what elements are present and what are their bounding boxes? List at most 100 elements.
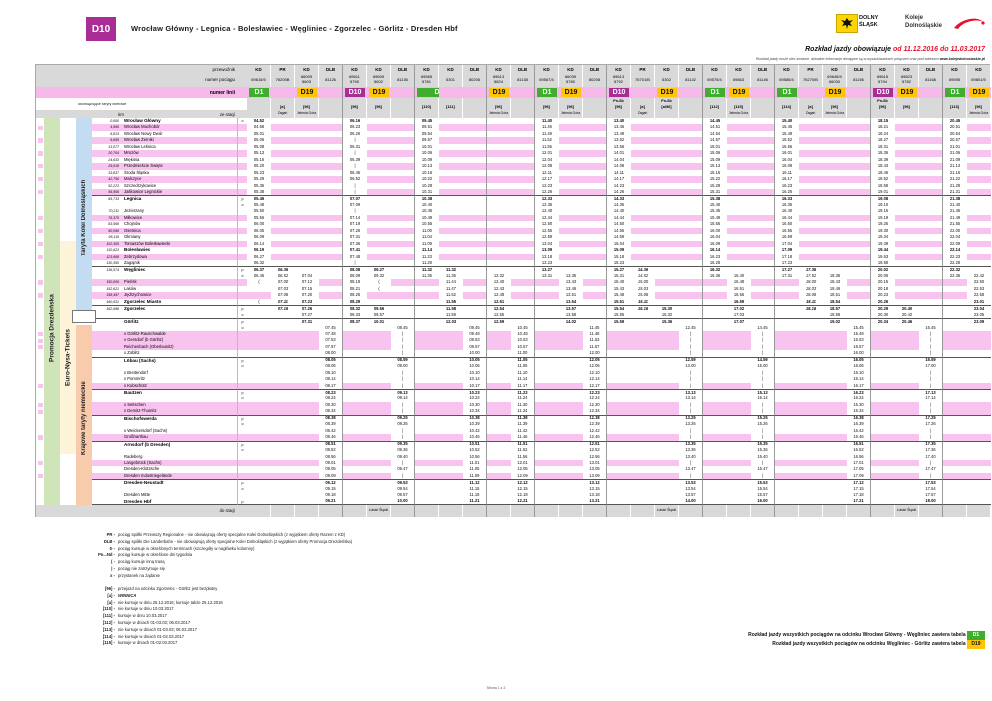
band-euronysa (60, 434, 76, 441)
time-cell (799, 163, 823, 170)
legend-item: [96] - przejazd na odcinku Zgorzelec - Gö… (85, 586, 223, 593)
time-cell (751, 279, 775, 286)
time-cell: 05.50 (247, 208, 271, 215)
time-cell (799, 227, 823, 235)
time-cell (271, 176, 295, 183)
time-cell (799, 498, 823, 506)
time-cell (271, 460, 295, 467)
time-cell (727, 363, 751, 370)
time-cell (679, 150, 703, 157)
time-cell (271, 163, 295, 170)
km-cell (92, 401, 121, 409)
time-cell: 05.23 (247, 169, 271, 177)
time-cell (367, 369, 391, 377)
time-cell (511, 169, 535, 177)
time-cell (775, 479, 799, 486)
time-cell: 13.54 (559, 298, 583, 306)
margin-mark (36, 383, 44, 389)
time-cell (559, 137, 583, 144)
time-cell: 16.17 (847, 382, 871, 390)
time-cell (895, 421, 919, 428)
time-cell (895, 343, 919, 351)
time-cell: 10.45 (415, 208, 439, 215)
time-cell (295, 376, 319, 383)
header-cell (247, 505, 271, 518)
time-cell: 09.45 (415, 118, 439, 125)
time-cell (823, 492, 847, 499)
legend-symbol: [96] - (104, 586, 115, 591)
arr-dep-marker (237, 460, 247, 467)
time-cell: 08.29 (343, 298, 367, 306)
header-cell: KD (343, 65, 367, 73)
time-cell (655, 214, 679, 222)
time-cell: 10.52 (463, 447, 487, 454)
time-cell: 08.32 (343, 305, 367, 312)
time-cell (535, 318, 559, 325)
time-cell: | (343, 259, 367, 267)
time-cell: 15.52 (775, 137, 799, 144)
time-cell: 12.50 (535, 221, 559, 228)
time-cell: 08.17 (319, 382, 343, 390)
time-cell (559, 124, 583, 131)
arr-dep-marker (237, 150, 247, 157)
time-cell: 16.55 (775, 227, 799, 235)
time-cell: 08.42 (319, 427, 343, 435)
time-cell: 15.40 (607, 279, 631, 286)
header-cell (391, 103, 415, 110)
time-cell: 14.35 (607, 201, 631, 209)
header-cell: Pn-Sb (871, 98, 895, 103)
header-cell (895, 98, 919, 103)
header-cell: Jelenia Góra (487, 110, 511, 118)
station-name: Langebrück (Sachs) (121, 460, 237, 467)
time-cell: 11.05 (463, 466, 487, 473)
time-cell (943, 382, 967, 390)
time-cell (295, 195, 319, 202)
time-cell (247, 466, 271, 473)
time-cell (343, 460, 367, 467)
time-cell: ( (367, 285, 391, 293)
time-cell (823, 176, 847, 183)
time-cell: 10.06 (415, 150, 439, 157)
time-cell (487, 350, 511, 357)
station-name: Wrocław Główny (121, 118, 237, 125)
station-row: o 07.45 08.45 09.45 10.45 11.45 12.45 14.45 15.4… (36, 324, 991, 331)
band-promocja (44, 311, 60, 319)
time-cell: 10.38 (463, 414, 487, 422)
time-cell (631, 389, 655, 396)
time-cell (847, 259, 871, 267)
time-cell (679, 285, 703, 293)
band-promocja (44, 343, 60, 351)
time-cell: 10.30 (463, 401, 487, 409)
band-taryfa (76, 234, 92, 241)
legend-symbol: [112] - (102, 619, 115, 625)
time-cell (367, 156, 391, 164)
time-cell (295, 240, 319, 248)
time-cell: 12.10 (583, 369, 607, 377)
arr-dep-marker: o (237, 485, 247, 493)
time-cell (631, 337, 655, 344)
time-cell (319, 298, 343, 306)
time-cell (439, 195, 463, 202)
time-cell (775, 376, 799, 383)
time-cell (439, 259, 463, 267)
time-cell (703, 466, 727, 473)
band-promocja (44, 363, 60, 370)
band-taryfa (76, 453, 92, 461)
time-cell (319, 118, 343, 125)
time-cell (631, 401, 655, 409)
time-cell (343, 350, 367, 357)
time-cell: 18.58 (823, 311, 847, 319)
time-cell: | (679, 382, 703, 390)
time-cell (727, 156, 751, 164)
time-cell (343, 466, 367, 473)
time-cell (415, 460, 439, 467)
time-cell (271, 350, 295, 357)
station-row: Dresden-Neustadt p 09.12 09.53 11.12 12.12 13.… (36, 479, 991, 486)
time-cell: 15.45 (703, 208, 727, 215)
time-cell (943, 311, 967, 319)
line-cell: D1 (703, 87, 727, 98)
time-cell: 11.00 (415, 227, 439, 235)
line-cell: D19 (295, 87, 319, 98)
time-cell (727, 234, 751, 241)
time-cell (655, 414, 679, 422)
